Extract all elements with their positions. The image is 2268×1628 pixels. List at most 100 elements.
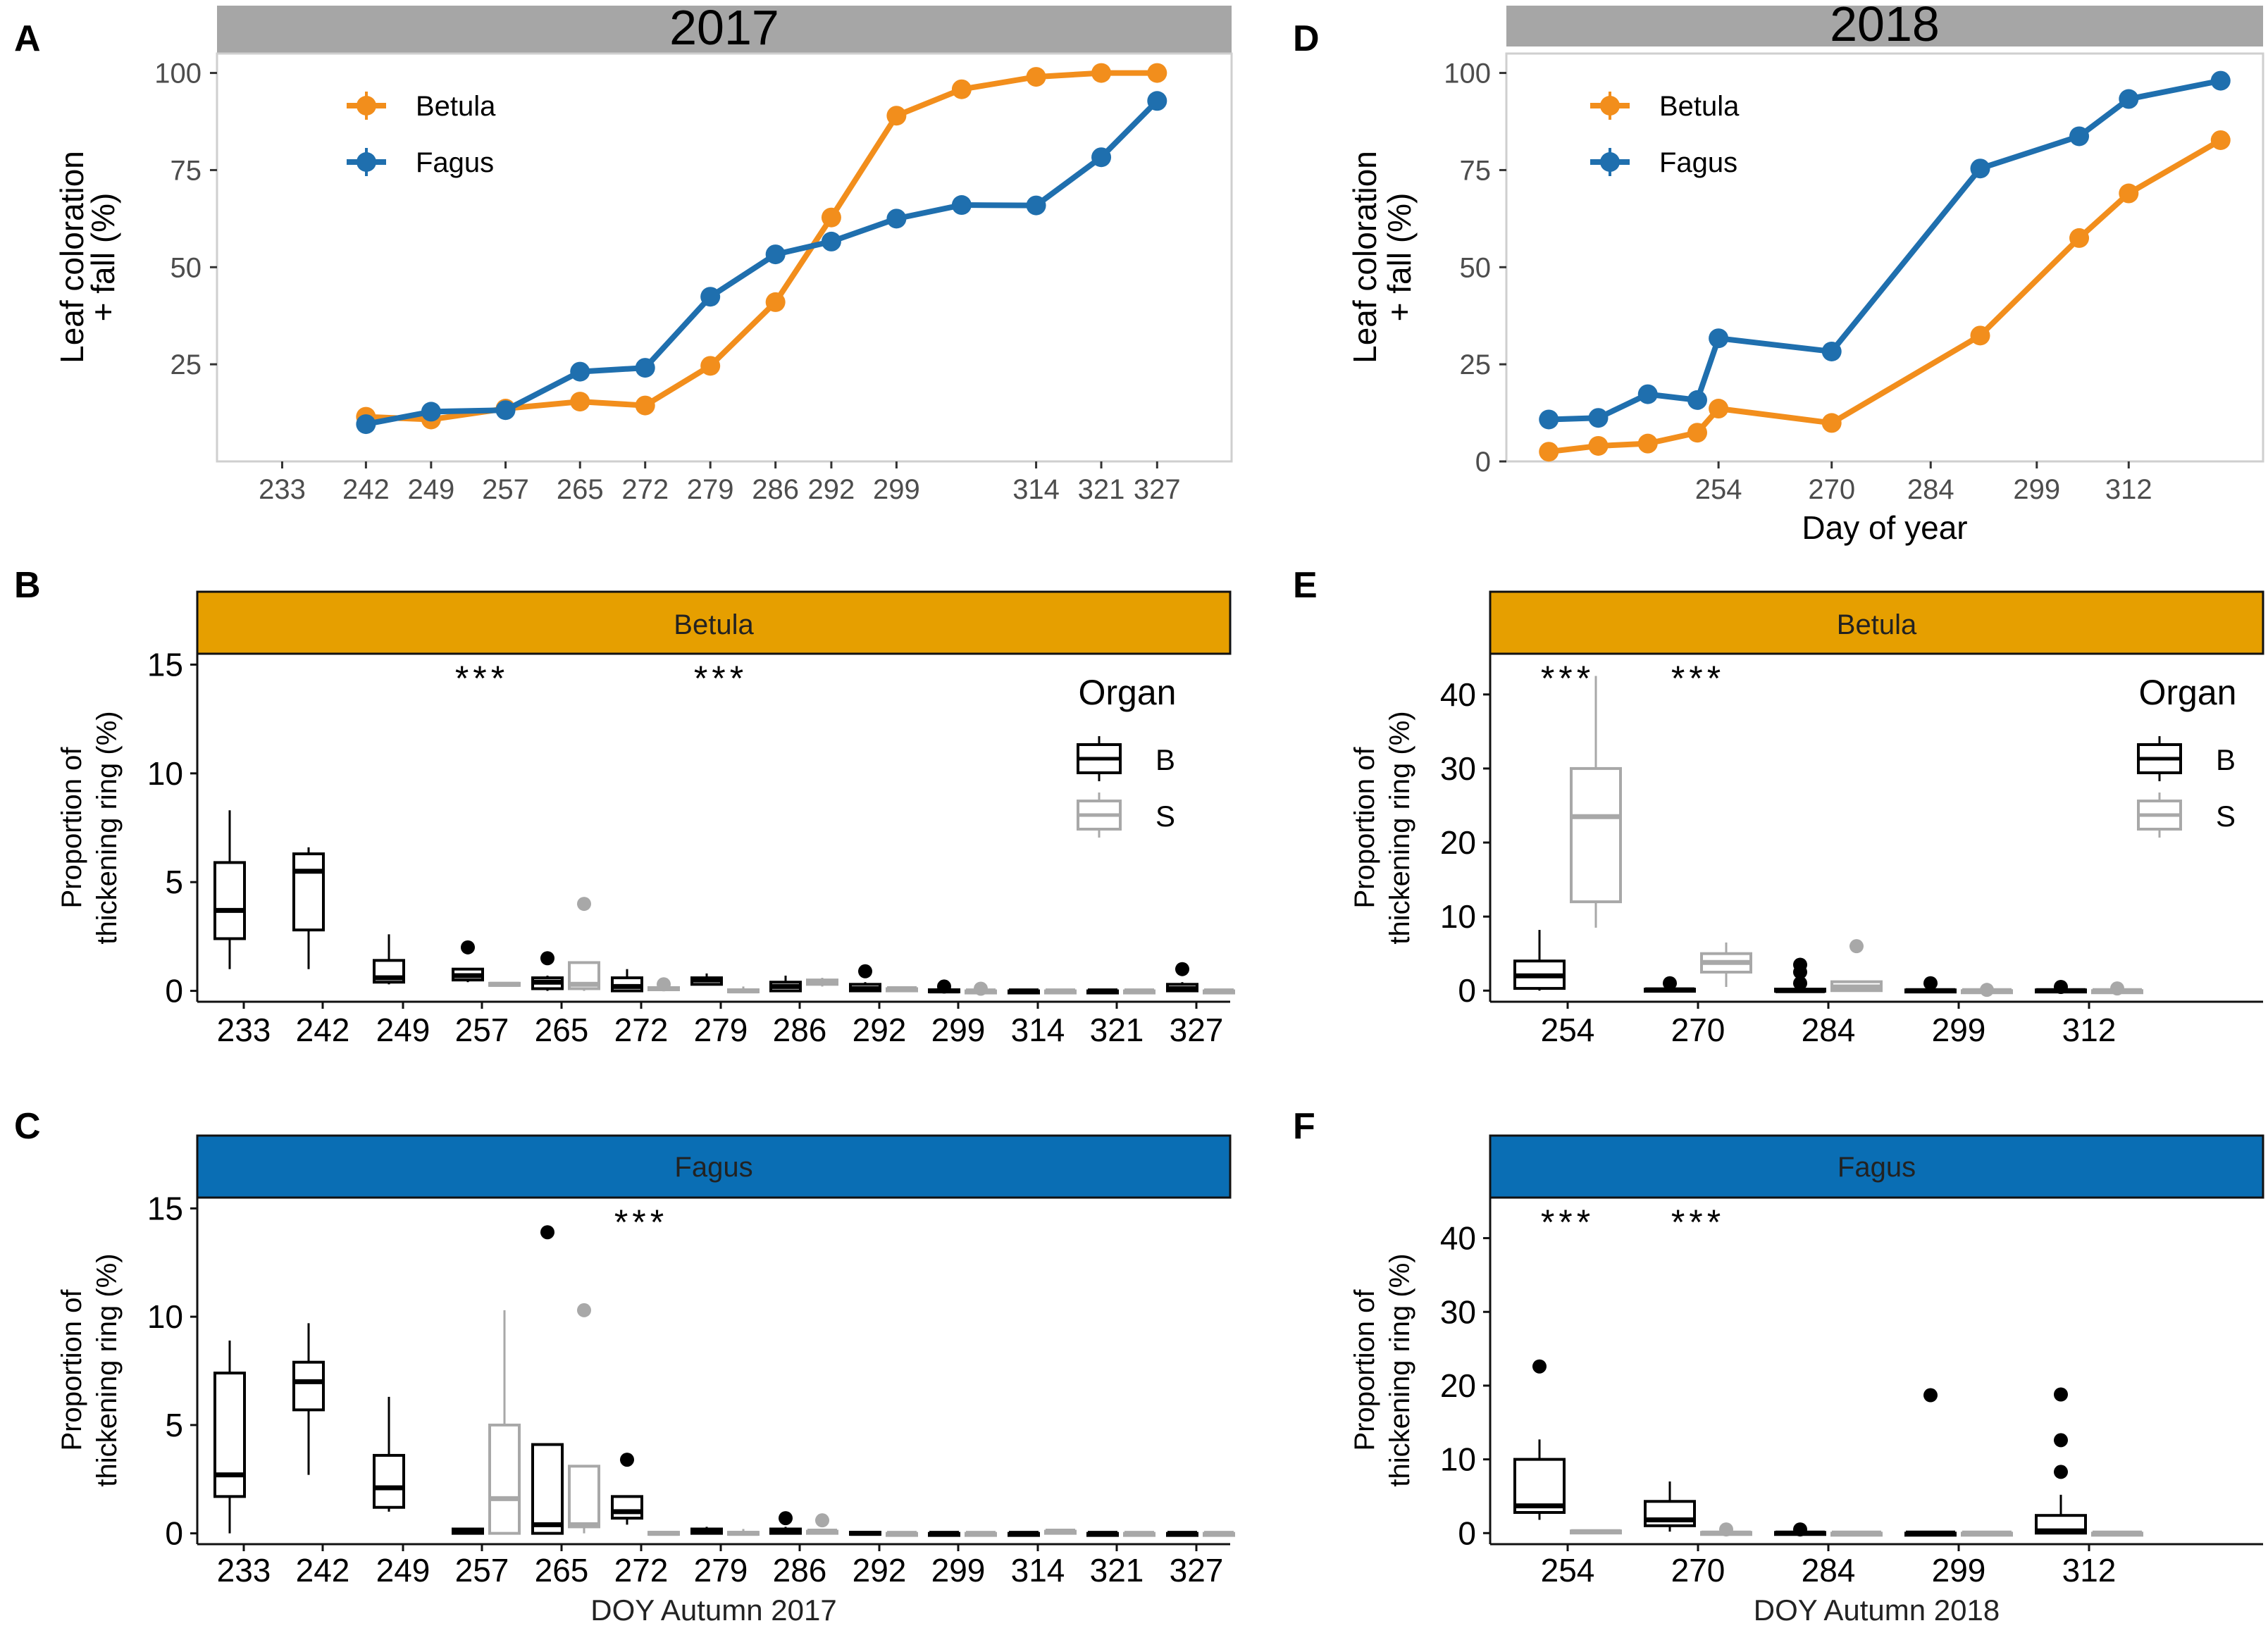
y-tick-label: 10 bbox=[1440, 1441, 1476, 1478]
box-outlier bbox=[2054, 1433, 2068, 1448]
x-tick-label: 257 bbox=[455, 1012, 509, 1048]
x-tick-label: 327 bbox=[1134, 474, 1181, 505]
box-outlier bbox=[540, 951, 554, 966]
x-axis-label: DOY Autumn 2018 bbox=[1754, 1593, 2000, 1627]
significance-marker: *** bbox=[614, 1203, 668, 1242]
x-tick-label: 299 bbox=[873, 474, 920, 505]
y-axis-label-line1: Leaf coloration bbox=[54, 151, 90, 363]
data-point-fagus bbox=[1147, 91, 1167, 111]
x-tick-label: 292 bbox=[853, 1552, 907, 1589]
x-tick-label: 312 bbox=[2062, 1552, 2117, 1589]
y-tick-label: 5 bbox=[165, 864, 183, 900]
significance-marker: *** bbox=[1671, 1203, 1725, 1242]
legend-marker-fagus bbox=[357, 152, 376, 172]
legend-label-betula: Betula bbox=[416, 91, 496, 122]
y-tick-label: 15 bbox=[147, 646, 183, 683]
x-tick-label: 299 bbox=[1932, 1012, 1986, 1048]
x-tick-label: 249 bbox=[407, 474, 454, 505]
data-point-betula bbox=[570, 392, 590, 412]
x-tick-label: 242 bbox=[296, 1012, 350, 1048]
y-axis-label-line1: Proportion of bbox=[1349, 747, 1380, 909]
significance-marker: *** bbox=[1541, 1203, 1594, 1242]
panel-b: B Betula 0 5 10 15 233 242 249 257 265 272 279 286 292… bbox=[14, 565, 1235, 1048]
box-outlier bbox=[657, 977, 671, 992]
box-body bbox=[373, 1453, 405, 1509]
data-point-betula bbox=[821, 207, 841, 228]
x-tick-label: 292 bbox=[853, 1012, 907, 1048]
data-point-betula bbox=[886, 106, 907, 126]
data-point-betula bbox=[765, 292, 786, 312]
data-point-fagus bbox=[821, 231, 841, 251]
panel-title: 2018 bbox=[1830, 0, 1940, 51]
panel-a: 2017 A 25 50 75 100 233 242 249 257 265 272 279 286 29… bbox=[14, 0, 1233, 505]
box-outlier bbox=[1980, 983, 1994, 998]
data-point-betula bbox=[1687, 423, 1708, 443]
facet-strip bbox=[1489, 590, 2264, 655]
data-point-betula bbox=[635, 395, 655, 416]
data-point-fagus bbox=[1637, 384, 1658, 404]
y-tick-label: 20 bbox=[1440, 1367, 1476, 1404]
box-outlier bbox=[1532, 1359, 1547, 1374]
data-point-betula bbox=[1091, 63, 1112, 83]
y-tick-label: 0 bbox=[165, 973, 183, 1009]
data-point-fagus bbox=[356, 414, 376, 435]
x-tick-label: 321 bbox=[1090, 1552, 1144, 1589]
data-point-betula bbox=[1588, 435, 1609, 456]
x-tick-label: 265 bbox=[535, 1552, 589, 1589]
facet-strip bbox=[196, 1134, 1232, 1199]
facet-strip-label: Fagus bbox=[674, 1152, 752, 1183]
panel-letter: D bbox=[1293, 18, 1320, 59]
x-tick-label: 312 bbox=[2062, 1012, 2117, 1048]
box-outlier bbox=[2054, 1387, 2068, 1402]
panel-letter: B bbox=[14, 565, 41, 606]
x-tick-label: 257 bbox=[482, 474, 529, 505]
x-tick-label: 279 bbox=[694, 1012, 748, 1048]
y-axis-label-line2: thickening ring (%) bbox=[92, 1253, 123, 1486]
data-point-fagus bbox=[1539, 409, 1559, 430]
legend-marker-fagus bbox=[1600, 152, 1620, 172]
y-tick-label: 0 bbox=[1458, 1515, 1476, 1551]
facet-strip-label: Betula bbox=[1837, 609, 1917, 640]
data-point-fagus bbox=[635, 358, 655, 378]
plot-border bbox=[1505, 52, 2264, 463]
legend-title: Organ bbox=[1079, 673, 1177, 712]
y-tick-label: 5 bbox=[165, 1407, 183, 1443]
x-tick-label: 279 bbox=[694, 1552, 748, 1589]
y-axis-label-line2: + fall (%) bbox=[85, 193, 121, 322]
box-outlier bbox=[577, 897, 591, 912]
x-tick-label: 321 bbox=[1078, 474, 1125, 505]
box-body bbox=[611, 1495, 643, 1520]
x-tick-label: 270 bbox=[1671, 1552, 1725, 1589]
box-outlier bbox=[974, 981, 988, 996]
box-outlier bbox=[1175, 962, 1189, 976]
y-tick-label: 10 bbox=[147, 755, 183, 792]
y-axis-label-line2: thickening ring (%) bbox=[1384, 1253, 1415, 1486]
y-tick-label: 0 bbox=[1475, 447, 1491, 478]
y-axis-label-line1: Proportion of bbox=[56, 1289, 87, 1451]
y-tick-label: 0 bbox=[1458, 972, 1476, 1009]
x-tick-label: 254 bbox=[1541, 1012, 1595, 1048]
x-tick-label: 279 bbox=[687, 474, 734, 505]
data-point-fagus bbox=[1687, 390, 1708, 410]
data-point-betula bbox=[1026, 67, 1046, 87]
x-tick-label: 233 bbox=[217, 1552, 271, 1589]
plot-border bbox=[216, 52, 1233, 463]
box-body bbox=[213, 1372, 246, 1498]
y-tick-label: 0 bbox=[165, 1515, 183, 1552]
year-strip bbox=[1506, 6, 2263, 46]
data-point-betula bbox=[1147, 63, 1167, 83]
y-axis-label-line2: thickening ring (%) bbox=[1384, 711, 1415, 944]
data-point-betula bbox=[2119, 183, 2139, 204]
x-tick-label: 299 bbox=[931, 1552, 986, 1589]
data-point-fagus bbox=[1970, 159, 1990, 179]
facet-strip bbox=[1489, 1134, 2264, 1199]
legend-marker-betula bbox=[357, 96, 376, 116]
data-point-betula bbox=[1970, 325, 1990, 346]
x-tick-label: 299 bbox=[931, 1012, 986, 1048]
box-outlier bbox=[540, 1225, 554, 1240]
x-tick-label: 286 bbox=[752, 474, 799, 505]
box-body bbox=[292, 1360, 325, 1412]
y-tick-label: 100 bbox=[1444, 58, 1491, 89]
box-outlier bbox=[1793, 957, 1807, 972]
